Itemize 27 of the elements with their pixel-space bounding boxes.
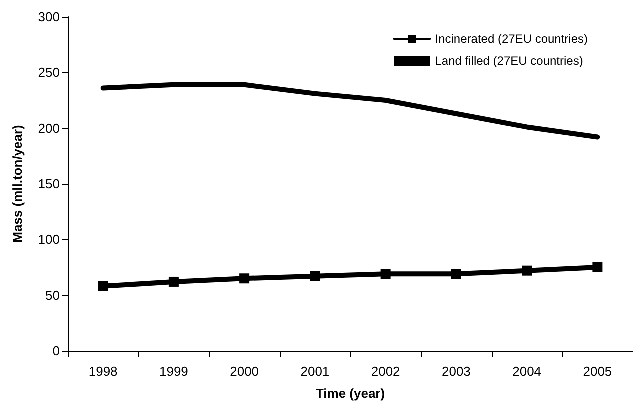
point	[522, 266, 532, 276]
x-tick-label: 2003	[442, 364, 471, 379]
x-tick-label: 1998	[88, 364, 118, 379]
legend-label: Land filled (27EU countries)	[435, 54, 584, 68]
x-tick-label: 2002	[371, 364, 400, 379]
y-tick-label: 250	[38, 65, 60, 80]
y-tick-label: 50	[46, 288, 60, 303]
point	[451, 269, 462, 280]
point	[310, 271, 320, 282]
point	[240, 274, 250, 284]
point	[168, 276, 179, 287]
y-tick-label: 200	[38, 120, 60, 136]
x-tick-label: 1999	[159, 364, 188, 379]
y-tick-label: 300	[38, 10, 60, 24]
x-axis-title: Time (year)	[316, 386, 386, 401]
x-tick-label: 2004	[512, 364, 542, 379]
x-tick-label: 2000	[230, 364, 260, 379]
x-tick-label: 2001	[300, 364, 330, 379]
y-tick-label: 150	[38, 176, 60, 192]
y-tick-label: 100	[38, 232, 60, 248]
x-tick-label: 2005	[583, 364, 612, 379]
legend-label: Incinerated (27EU countries)	[435, 32, 588, 46]
y-tick-label: 0	[52, 344, 60, 358]
point	[98, 281, 108, 292]
y-axis-title: Mass (mll.ton/year)	[10, 125, 25, 243]
point	[592, 262, 603, 272]
point	[380, 269, 391, 280]
